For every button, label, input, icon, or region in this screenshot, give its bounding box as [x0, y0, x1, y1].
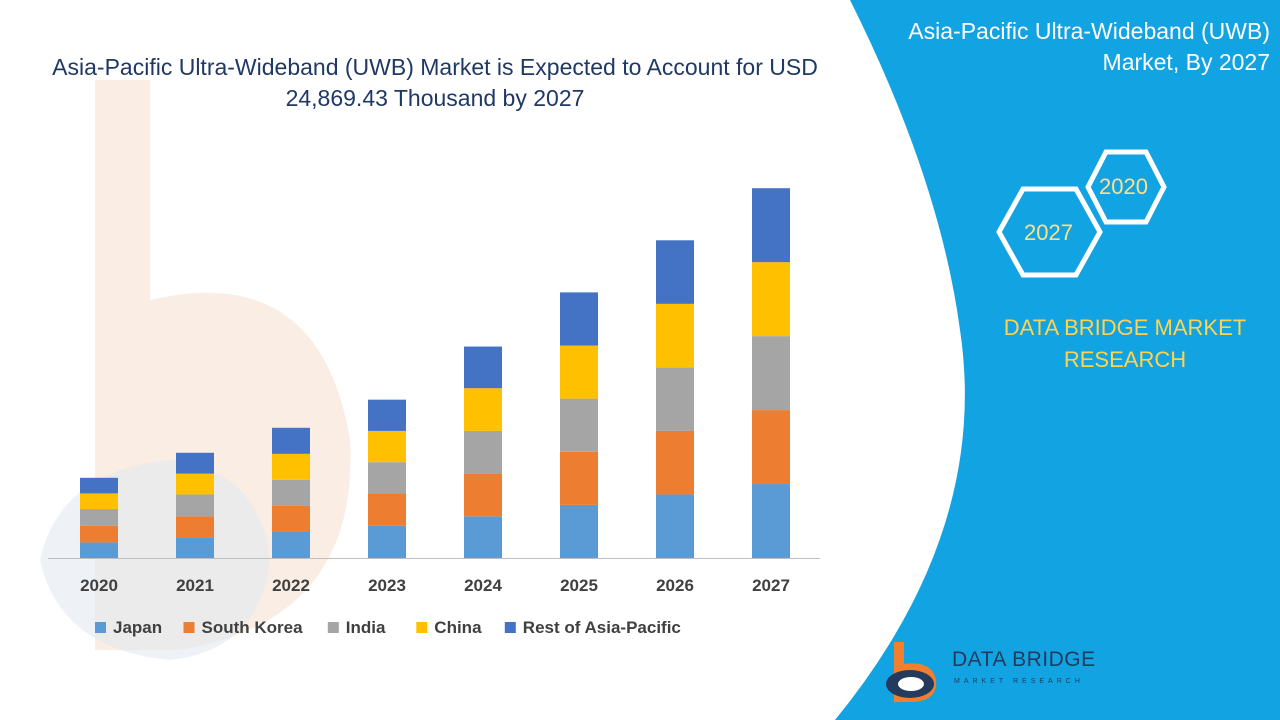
- hexagon-2020: [1085, 149, 1167, 225]
- bar-south-korea-2021: [176, 516, 214, 538]
- x-tick-label: 2022: [272, 576, 310, 595]
- hex-label-2027: 2027: [1024, 220, 1073, 245]
- bar-rest-of-asia-pacific-2025: [560, 292, 598, 346]
- legend-label: South Korea: [202, 618, 304, 637]
- bar-india-2021: [176, 494, 214, 517]
- bar-japan-2026: [656, 494, 694, 558]
- x-tick-label: 2024: [464, 576, 502, 595]
- bar-china-2024: [464, 388, 502, 431]
- bar-rest-of-asia-pacific-2026: [656, 240, 694, 304]
- bar-india-2022: [272, 479, 310, 506]
- legend-item: India: [327, 618, 386, 637]
- bar-china-2020: [80, 493, 118, 510]
- bar-south-korea-2024: [464, 473, 502, 517]
- bar-rest-of-asia-pacific-2023: [368, 399, 406, 431]
- bar-china-2027: [752, 262, 790, 337]
- bar-south-korea-2025: [560, 451, 598, 505]
- bar-south-korea-2022: [272, 505, 310, 532]
- bar-china-2021: [176, 473, 214, 495]
- panel-title: Asia-Pacific Ultra-Wideband (UWB) Market…: [908, 18, 1270, 75]
- legend-item: Rest of Asia-Pacific: [504, 618, 681, 637]
- legend-label: China: [434, 618, 482, 637]
- bar-rest-of-asia-pacific-2027: [752, 188, 790, 263]
- legend-item: South Korea: [183, 618, 304, 637]
- bar-india-2025: [560, 398, 598, 452]
- bar-rest-of-asia-pacific-2024: [464, 346, 502, 389]
- bar-south-korea-2023: [368, 493, 406, 526]
- hexagon-2027: [996, 186, 1103, 278]
- bar-china-2026: [656, 303, 694, 368]
- bar-south-korea-2020: [80, 525, 118, 543]
- bar-japan-2024: [464, 516, 502, 558]
- bar-rest-of-asia-pacific-2021: [176, 452, 214, 474]
- legend-swatch: [416, 622, 428, 633]
- x-tick-label: 2026: [656, 576, 694, 595]
- legend-label: Rest of Asia-Pacific: [523, 618, 681, 637]
- panel-background: [835, 0, 1280, 720]
- hex-label-2020: 2020: [1099, 174, 1148, 199]
- logo-text: DATA BRIDGE: [952, 648, 1096, 671]
- bar-japan-2027: [752, 484, 790, 558]
- legend-label: Japan: [113, 618, 162, 637]
- stacked-bar-chart: 2020 2021 2022 2023 2024 2025 2026 2027 Japan Sou…: [48, 188, 820, 637]
- bar-china-2022: [272, 453, 310, 480]
- data-bridge-logo: DATA BRIDGE MARKET RESEARCH: [880, 640, 1110, 706]
- bar-india-2024: [464, 430, 502, 474]
- bar-india-2020: [80, 509, 118, 526]
- bar-south-korea-2026: [656, 430, 694, 495]
- bar-china-2025: [560, 345, 598, 399]
- legend-swatch: [504, 622, 516, 633]
- x-tick-label: 2021: [176, 576, 214, 595]
- bar-japan-2020: [80, 542, 118, 558]
- logo-subtext: MARKET RESEARCH: [954, 678, 1084, 685]
- bar-japan-2025: [560, 504, 598, 558]
- bar-rest-of-asia-pacific-2022: [272, 427, 310, 454]
- x-tick-label: 2025: [560, 576, 598, 595]
- legend-swatch: [183, 622, 195, 633]
- chart-title: Asia-Pacific Ultra-Wideband (UWB) Market…: [52, 54, 818, 111]
- legend-swatch: [95, 622, 106, 633]
- legend-item: Japan: [95, 618, 162, 637]
- x-tick-label: 2020: [80, 576, 118, 595]
- brand-text: DATA BRIDGE MARKET RESEARCH: [1003, 315, 1247, 372]
- bar-india-2027: [752, 336, 790, 411]
- logo-icon: [886, 642, 937, 702]
- bar-japan-2022: [272, 531, 310, 558]
- bar-india-2026: [656, 367, 694, 431]
- bar-japan-2023: [368, 525, 406, 558]
- bar-south-korea-2027: [752, 410, 790, 485]
- x-tick-label: 2023: [368, 576, 406, 595]
- legend-swatch: [327, 622, 339, 633]
- legend-label: India: [346, 618, 386, 637]
- bar-india-2023: [368, 462, 406, 494]
- x-tick-label: 2027: [752, 576, 790, 595]
- bar-china-2023: [368, 430, 406, 463]
- bar-japan-2021: [176, 537, 214, 558]
- legend-item: China: [416, 618, 482, 637]
- bar-rest-of-asia-pacific-2020: [80, 477, 118, 494]
